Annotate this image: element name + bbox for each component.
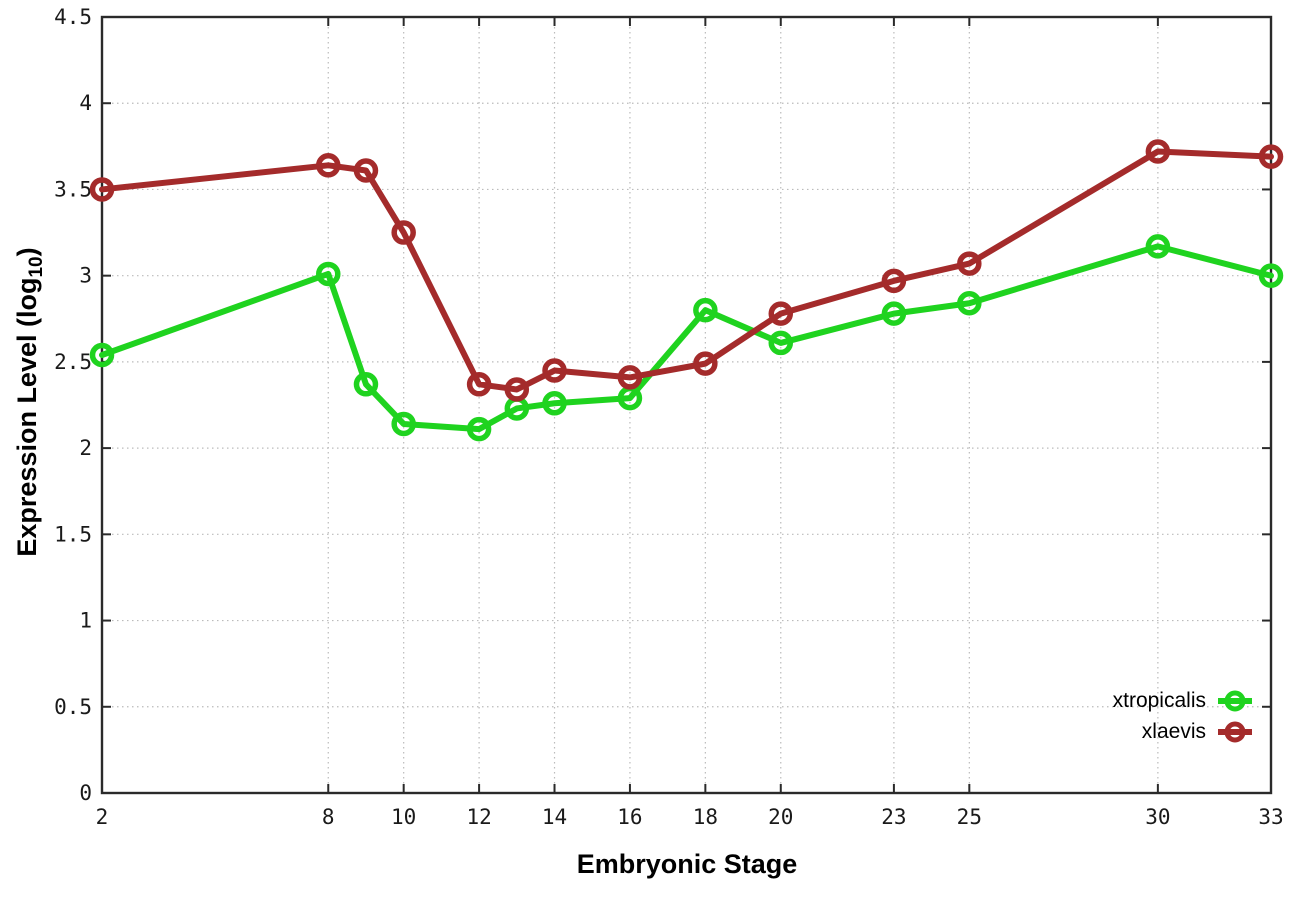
- data-point-xlaevis: [957, 251, 982, 276]
- legend-label: xlaevis: [1141, 720, 1206, 743]
- data-point-xlaevis: [391, 220, 416, 245]
- x-tick-label: 10: [391, 805, 416, 829]
- legend-label: xtropicalis: [1112, 689, 1206, 712]
- data-point-xlaevis: [466, 372, 492, 397]
- data-point-xtropicalis: [957, 291, 982, 316]
- legend-entry-xlaevis: xlaevis: [1113, 717, 1254, 747]
- data-point-xlaevis: [881, 268, 907, 294]
- data-point-xlaevis: [89, 177, 115, 202]
- data-point-xlaevis: [353, 158, 379, 183]
- y-tick-label: 3: [79, 264, 92, 288]
- data-point-xtropicalis: [1258, 263, 1284, 288]
- x-tick-label: 33: [1258, 805, 1283, 829]
- data-point-xlaevis: [504, 377, 530, 402]
- y-axis-title-subscript: 10: [26, 256, 48, 278]
- y-tick-label: 0: [79, 781, 92, 805]
- x-tick-label: 18: [693, 805, 718, 829]
- y-tick-label: 0.5: [54, 695, 92, 719]
- data-point-xlaevis: [617, 365, 643, 390]
- x-tick-label: 23: [881, 805, 906, 829]
- y-tick-label: 3.5: [54, 177, 92, 201]
- x-tick-label: 25: [957, 805, 982, 829]
- legend: xtropicalis xlaevis: [1113, 686, 1254, 747]
- x-tick-label: 8: [322, 805, 335, 829]
- data-point-xtropicalis: [1145, 234, 1171, 259]
- data-point-xtropicalis: [542, 391, 567, 416]
- plot-border: [100, 15, 1273, 795]
- x-tick-label: 30: [1145, 805, 1170, 829]
- y-tick-label: 1.5: [54, 522, 92, 546]
- data-point-xtropicalis: [316, 261, 341, 287]
- data-point-xtropicalis: [768, 330, 794, 356]
- legend-entry-xtropicalis: xtropicalis: [1113, 686, 1254, 716]
- data-point-xlaevis: [316, 153, 341, 178]
- data-point-xlaevis: [1258, 144, 1284, 169]
- series-line-xtropicalis: [99, 243, 1274, 433]
- x-tick-label: 14: [542, 805, 567, 829]
- legend-marker-icon: [1218, 690, 1252, 712]
- data-point-xtropicalis: [693, 297, 718, 323]
- x-tick-label: 20: [768, 805, 793, 829]
- y-tick-label: 1: [79, 609, 92, 633]
- y-tick-label: 2: [79, 436, 92, 460]
- x-tick-label: 16: [617, 805, 642, 829]
- x-axis-title: Embryonic Stage: [576, 849, 798, 879]
- y-tick-label: 4.5: [54, 5, 92, 29]
- data-point-xtropicalis: [466, 416, 492, 442]
- data-point-xtropicalis: [881, 301, 907, 326]
- data-point-xtropicalis: [89, 342, 115, 368]
- data-point-xlaevis: [693, 351, 718, 376]
- x-tick-label: 12: [466, 805, 491, 829]
- y-axis-title: Expression Level (log10): [12, 247, 48, 556]
- y-tick-label: 4: [79, 91, 92, 115]
- y-axis-title-text: Expression Level (log: [11, 277, 42, 557]
- data-point-xtropicalis: [353, 372, 379, 397]
- x-tick-label: 2: [96, 805, 109, 829]
- data-point-xtropicalis: [391, 411, 416, 437]
- series-line-xlaevis: [99, 148, 1274, 393]
- data-point-xlaevis: [768, 301, 794, 326]
- data-point-xlaevis: [1145, 139, 1171, 164]
- legend-marker-icon: [1218, 721, 1252, 743]
- data-point-xlaevis: [542, 358, 567, 383]
- y-tick-label: 2.5: [54, 350, 92, 374]
- y-axis-title-suffix: ): [11, 247, 42, 257]
